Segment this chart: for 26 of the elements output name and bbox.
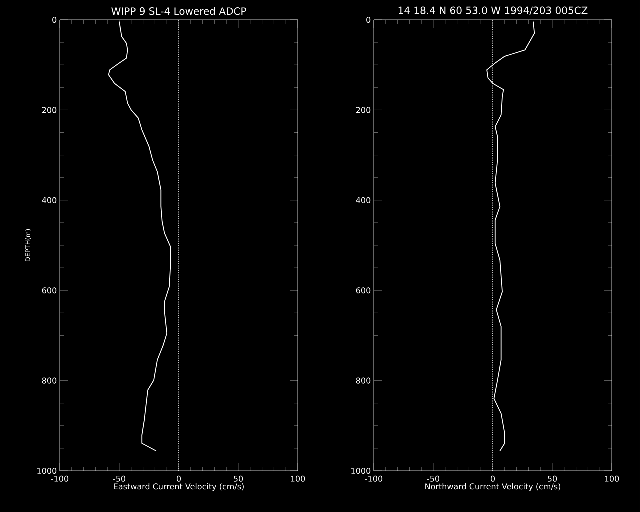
- y-tick-label: 1000: [352, 468, 371, 474]
- y-tick-label: 800: [42, 378, 57, 384]
- x-tick-label: 100: [605, 476, 620, 482]
- x-tick-label: -50: [427, 476, 440, 482]
- x-tick-label: -100: [51, 476, 69, 482]
- x-axis-title: Eastward Current Velocity (cm/s): [114, 483, 244, 492]
- chart-title: 14 18.4 N 60 53.0 W 1994/203 005CZ: [398, 6, 588, 16]
- x-axis-title: Northward Current Velocity (cm/s): [426, 483, 561, 492]
- y-tick-label: 0: [366, 16, 371, 24]
- y-tick-label: 400: [356, 197, 371, 204]
- x-tick-label: 0: [176, 476, 182, 482]
- x-tick-label: -50: [113, 476, 126, 482]
- y-tick-label: 1000: [38, 468, 57, 474]
- y-tick-label: 800: [356, 378, 371, 384]
- x-tick-label: 100: [291, 476, 306, 482]
- y-tick-label: 600: [42, 288, 57, 294]
- y-tick-label: 200: [42, 107, 57, 114]
- x-tick-label: 50: [548, 476, 558, 482]
- y-tick-label: 200: [356, 107, 371, 114]
- y-tick-label: 600: [356, 288, 371, 294]
- chart-title: WIPP 9 SL-4 Lowered ADCP: [112, 7, 246, 16]
- y-tick-label: 0: [52, 16, 57, 24]
- x-tick-label: 50: [234, 476, 244, 482]
- x-tick-label: -100: [365, 476, 383, 482]
- y-tick-label: 400: [42, 197, 57, 204]
- x-tick-label: 0: [490, 476, 496, 482]
